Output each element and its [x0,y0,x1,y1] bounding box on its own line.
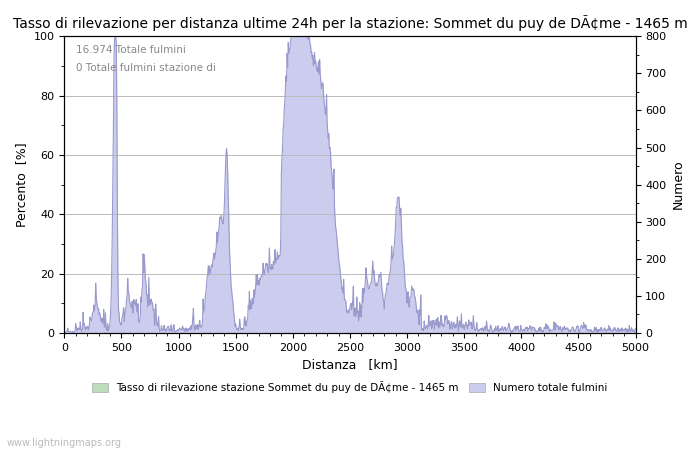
Title: Tasso di rilevazione per distanza ultime 24h per la stazione: Sommet du puy de D: Tasso di rilevazione per distanza ultime… [13,15,687,31]
Text: 16.974 Totale fulmini: 16.974 Totale fulmini [76,45,186,55]
Y-axis label: Percento  [%]: Percento [%] [15,142,28,227]
X-axis label: Distanza   [km]: Distanza [km] [302,358,398,371]
Text: 0 Totale fulmini stazione di: 0 Totale fulmini stazione di [76,63,216,73]
Legend: Tasso di rilevazione stazione Sommet du puy de DÃ¢me - 1465 m, Numero totale ful: Tasso di rilevazione stazione Sommet du … [88,377,612,397]
Y-axis label: Numero: Numero [672,160,685,209]
Text: www.lightningmaps.org: www.lightningmaps.org [7,438,122,448]
